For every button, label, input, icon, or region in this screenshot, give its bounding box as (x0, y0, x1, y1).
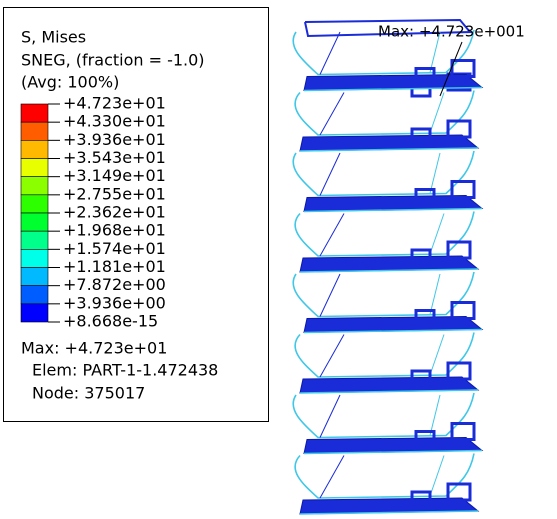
color-band (20, 194, 49, 214)
frame (294, 90, 475, 136)
frame (294, 453, 475, 499)
frame (292, 392, 475, 439)
frame-member (429, 92, 445, 134)
frame-member (319, 152, 341, 196)
plate-edge (303, 449, 483, 455)
frame (294, 211, 475, 257)
level-label: +2.755e+01 (63, 184, 166, 203)
color-bar: +4.723e+01+4.330e+01+3.936e+01+3.543e+01… (20, 94, 166, 331)
level-label: +1.181e+01 (63, 257, 166, 276)
legend-title: (Avg: 100%) (21, 73, 119, 92)
bracket (410, 127, 432, 145)
max-annotation: Max: +4.723e+001 (378, 23, 525, 41)
bracket (410, 248, 432, 266)
frame-member (319, 31, 341, 75)
frame-member (429, 273, 441, 315)
plate-edge (299, 389, 479, 394)
frame-member (319, 273, 341, 317)
frame-member (429, 455, 445, 497)
frame-member (429, 31, 441, 73)
bracket (410, 490, 432, 508)
color-band (20, 267, 49, 286)
level-label: +4.330e+01 (63, 112, 166, 131)
color-band (20, 158, 49, 177)
level-label: +8.668e-15 (63, 312, 158, 331)
color-band (20, 121, 49, 141)
bracket (446, 119, 472, 139)
frame (292, 150, 475, 197)
bracket (410, 369, 432, 387)
max-leader-line (439, 41, 463, 97)
frame-member (319, 394, 341, 438)
frame (292, 271, 475, 318)
level-label: +4.723e+01 (63, 94, 166, 113)
legend-title: SNEG, (fraction = -1.0) (21, 51, 205, 70)
color-band (20, 249, 49, 268)
bracket (414, 188, 436, 205)
bracket (446, 240, 472, 260)
frame (294, 332, 475, 378)
color-band (20, 285, 49, 305)
bracket (450, 180, 476, 199)
frame-member (319, 455, 345, 499)
plate-edge (303, 207, 483, 213)
plate-edge (299, 268, 479, 273)
frame (292, 29, 475, 76)
plate-edge (303, 86, 483, 92)
color-band (20, 103, 49, 123)
level-label: +3.936e+00 (63, 293, 166, 312)
bracket (414, 67, 436, 84)
color-band (20, 230, 49, 250)
frame-member (429, 213, 445, 255)
frame-member (319, 213, 345, 257)
bracket (450, 59, 476, 78)
level-label: +3.543e+01 (63, 148, 166, 167)
level-label: +3.936e+01 (63, 130, 166, 149)
max-value: Max: +4.723e+01 (21, 339, 167, 358)
frame-member (319, 92, 345, 136)
level-label: +3.149e+01 (63, 166, 166, 185)
max-element: Elem: PART-1-1.472438 (32, 361, 218, 380)
plate-edge (299, 510, 479, 515)
color-band (20, 303, 49, 323)
color-band (20, 176, 49, 196)
frame-member (429, 152, 441, 194)
level-label: +1.968e+01 (63, 221, 166, 240)
frame-member (319, 334, 345, 378)
level-label: +7.872e+00 (63, 275, 166, 294)
max-node: Node: 375017 (32, 384, 145, 403)
top-frame (304, 18, 473, 38)
legend-title: S, Mises (21, 28, 86, 47)
frame-member (429, 334, 445, 376)
bracket (414, 430, 436, 447)
color-band (20, 140, 49, 159)
bracket (446, 482, 472, 502)
color-band (20, 212, 49, 232)
bracket (446, 361, 472, 381)
bracket (450, 301, 476, 320)
bracket (450, 422, 476, 441)
bracket (414, 309, 436, 326)
model (292, 18, 484, 515)
plate-edge (299, 147, 479, 152)
level-label: +2.362e+01 (63, 203, 166, 222)
plate-edge (303, 328, 483, 334)
level-label: +1.574e+01 (63, 239, 166, 258)
frame-member (429, 394, 441, 436)
